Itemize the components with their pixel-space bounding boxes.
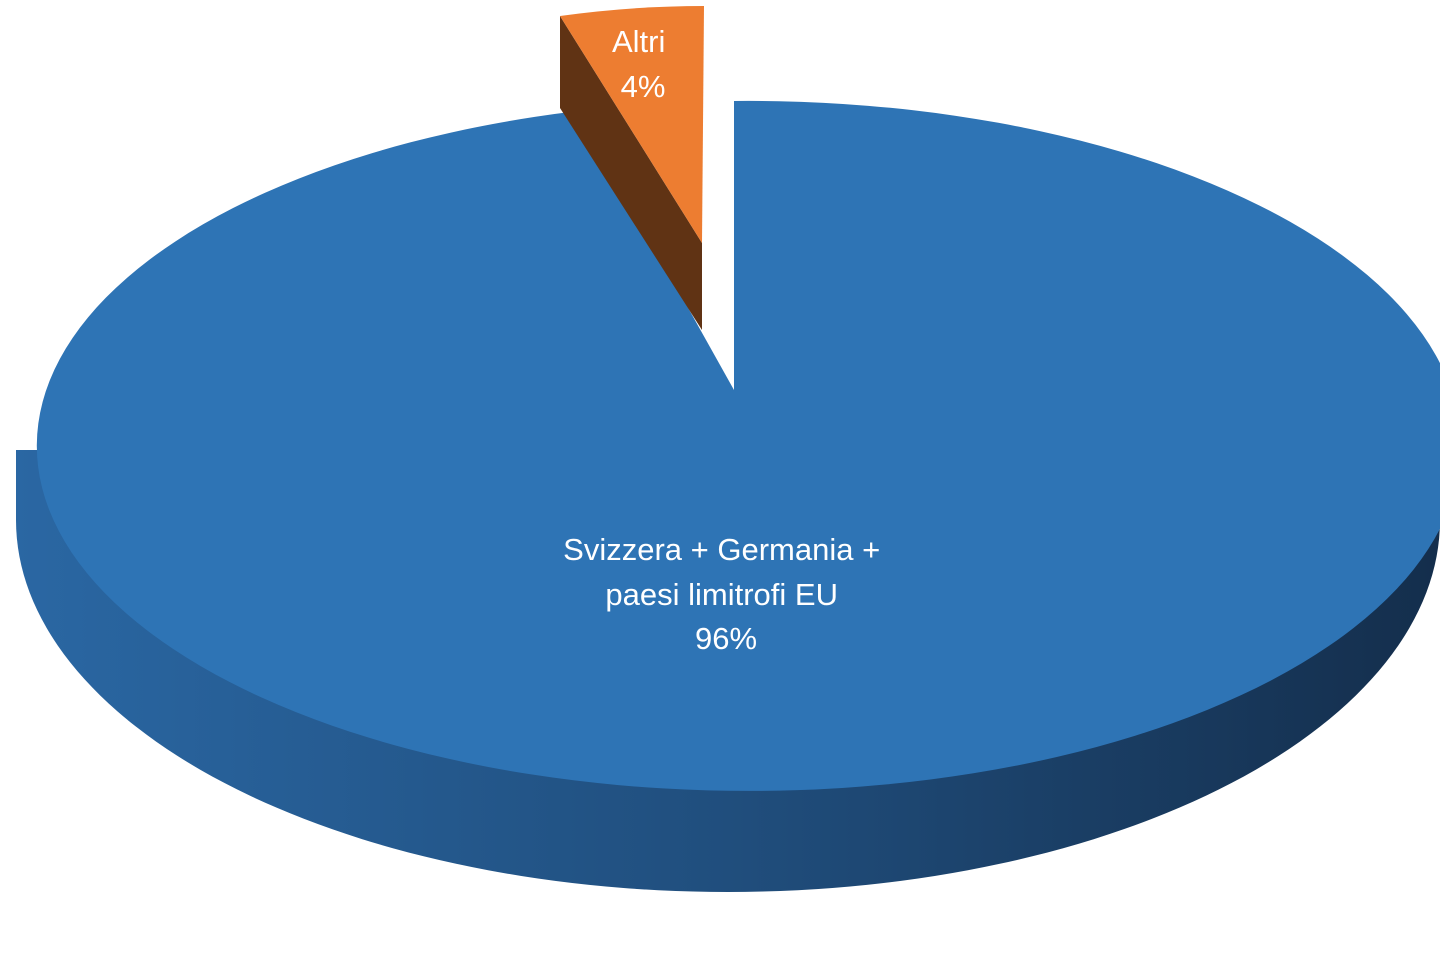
label-main: Svizzera + Germania + paesi limitrofi EU…: [563, 532, 889, 656]
pie-slice-altri: [560, 6, 704, 243]
label-main-percent: 96%: [695, 621, 757, 656]
altri-slice-side: [560, 16, 702, 330]
label-main-line-1: Svizzera + Germania +: [563, 532, 880, 567]
label-altri: Altri 4%: [612, 24, 674, 104]
label-altri-line-1: Altri: [612, 24, 665, 59]
label-altri-percent: 4%: [621, 69, 666, 104]
pie-slice-main: [36, 100, 1440, 791]
label-main-line-2: paesi limitrofi EU: [605, 577, 838, 612]
